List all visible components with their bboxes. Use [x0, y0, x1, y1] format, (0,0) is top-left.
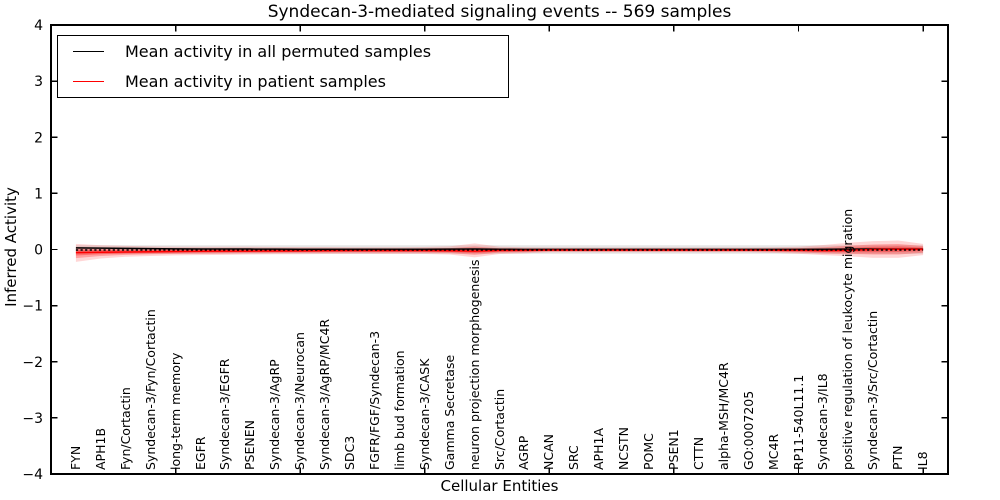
chart-title: Syndecan-3-mediated signaling events -- …	[267, 2, 732, 22]
y-tick-label: −3	[22, 411, 43, 427]
x-tick-label: PSENEN	[242, 420, 258, 470]
x-tick-label: Syndecan-3/CASK	[416, 358, 432, 470]
x-tick-label: Syndecan-3/Fyn/Cortactin	[142, 309, 158, 470]
legend-label: Mean activity in all permuted samples	[125, 41, 432, 61]
y-tick-label: −2	[22, 355, 43, 371]
y-axis-label: Inferred Activity	[2, 187, 20, 307]
x-tick-label: IL8	[915, 451, 931, 470]
x-tick-label: PTN	[890, 445, 906, 470]
legend-line-swatch	[73, 50, 104, 52]
x-tick-label: APH1A	[591, 428, 607, 470]
y-tick-label: −1	[22, 299, 43, 315]
x-tick-label: positive regulation of leukocyte migrati…	[840, 208, 856, 470]
x-tick-label: Syndecan-3/Neurocan	[292, 332, 308, 470]
y-tick-label: 4	[34, 18, 43, 34]
x-tick-label: RP11-540L11.1	[790, 374, 806, 470]
legend-line-swatch	[73, 80, 104, 82]
x-tick-label: FGFR/FGF/Syndecan-3	[366, 330, 382, 470]
x-tick-label: SDC3	[342, 435, 357, 470]
x-tick-label: alpha-MSH/MC4R	[715, 362, 731, 470]
legend: Mean activity in all permuted samples Me…	[57, 35, 509, 98]
legend-item: Mean activity in patient samples	[58, 66, 508, 96]
y-tick-label: 3	[34, 74, 43, 90]
x-tick-label: SRC	[566, 445, 582, 470]
x-tick-label: MC4R	[765, 433, 781, 470]
x-tick-label: Syndecan-3/AgRP	[267, 359, 283, 470]
y-tick-label: −4	[22, 467, 43, 483]
x-tick-label: Src/Cortactin	[491, 388, 507, 470]
x-tick-label: NCAN	[541, 434, 557, 470]
x-tick-label: NCSTN	[616, 427, 632, 470]
x-tick-label: GO:0007205	[740, 390, 756, 470]
x-axis-label: Cellular Entities	[440, 477, 559, 495]
y-tick-label: 1	[34, 186, 43, 202]
x-tick-label: POMC	[641, 433, 656, 470]
x-tick-label: EGFR	[192, 436, 208, 470]
x-tick-label: PSEN1	[665, 429, 681, 470]
x-tick-label: Fyn/Cortactin	[117, 387, 133, 470]
x-tick-label: Syndecan-3/IL8	[815, 373, 831, 470]
x-tick-label: FYN	[67, 445, 83, 470]
x-tick-label: APH1B	[92, 427, 108, 470]
x-tick-label: Syndecan-3/EGFR	[217, 358, 233, 470]
x-tick-label: long-term memory	[167, 352, 183, 470]
x-tick-label: Syndecan-3/AgRP/MC4R	[317, 318, 333, 470]
y-tick-label: 0	[34, 243, 43, 259]
x-tick-label: Syndecan-3/Src/Cortactin	[865, 310, 881, 470]
x-tick-label: AGRP	[516, 435, 532, 470]
x-tick-label: neuron projection morphogenesis	[466, 259, 482, 470]
y-tick-label: 2	[34, 130, 43, 146]
legend-item: Mean activity in all permuted samples	[58, 36, 508, 66]
legend-label: Mean activity in patient samples	[125, 71, 386, 91]
x-tick-label: Gamma Secretase	[441, 354, 457, 470]
x-tick-label: CTTN	[690, 436, 706, 470]
x-tick-label: limb bud formation	[391, 350, 407, 470]
